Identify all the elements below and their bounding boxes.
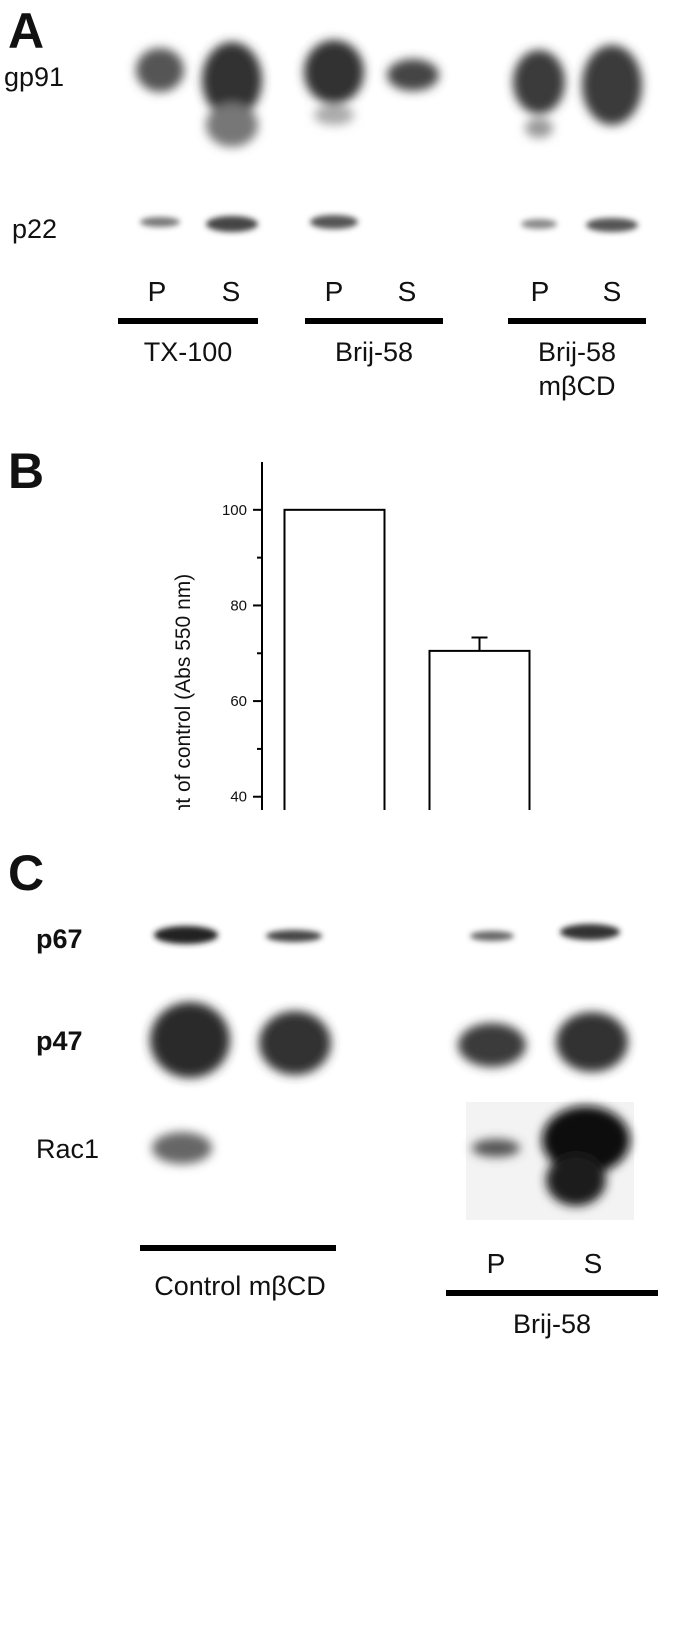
row-label-p67: p67 [36,924,83,954]
lane-label-s-brij: S [397,276,417,307]
condition-bar-brij58 [305,318,443,324]
p47-bands [150,1002,628,1078]
condition-label-brij58-mbcd-line2: mβCD [538,371,616,401]
row-label-rac1: Rac1 [36,1134,100,1164]
condition-label-brij58-c: Brij-58 [512,1309,592,1339]
p67-bands [154,924,620,944]
panel-b-letter: B [8,443,45,499]
condition-bar-brij58-mbcd [508,318,646,324]
lane-label-p-mbcd: P [530,276,550,307]
condition-label-control-mbcd: Control mβCD [154,1271,326,1301]
condition-label-brij58-mbcd-line1: Brij-58 [537,337,617,367]
panel-c-letter: C [8,845,45,901]
lane-label-s-mbcd: S [602,276,622,307]
y-axis-label: Percent of control (Abs 550 nm) [172,574,195,810]
western-blot-a [136,40,642,232]
y-tick-label: 80 [230,597,247,614]
rac1-bands [152,1106,630,1206]
lane-label-s-tx100: S [221,276,241,307]
condition-bar-control-mbcd [140,1245,336,1251]
row-label-gp91: gp91 [4,62,65,92]
condition-bar-brij58-c [446,1290,658,1296]
lane-label-p-tx100: P [147,276,167,307]
condition-label-brij58: Brij-58 [334,337,414,367]
condition-bar-tx100 [118,318,258,324]
bar [428,649,531,810]
bar [283,508,386,810]
condition-label-tx100: TX-100 [143,337,233,367]
y-tick-label: 40 [230,789,247,806]
western-blot-c [150,924,634,1220]
row-label-p22: p22 [12,214,58,244]
y-tick-label: 100 [222,502,247,519]
lane-label-p-rac1: P [486,1248,506,1279]
y-tick-label: 60 [230,693,247,710]
lane-label-s-rac1: S [583,1248,603,1279]
lane-label-p-brij: P [324,276,344,307]
p22-bands [140,215,638,232]
gp91-bands [136,40,642,147]
bar-chart: Percent of control (Abs 550 nm) 02040608… [172,462,531,810]
panel-a-letter: A [8,3,45,59]
row-label-p47: p47 [36,1026,83,1056]
